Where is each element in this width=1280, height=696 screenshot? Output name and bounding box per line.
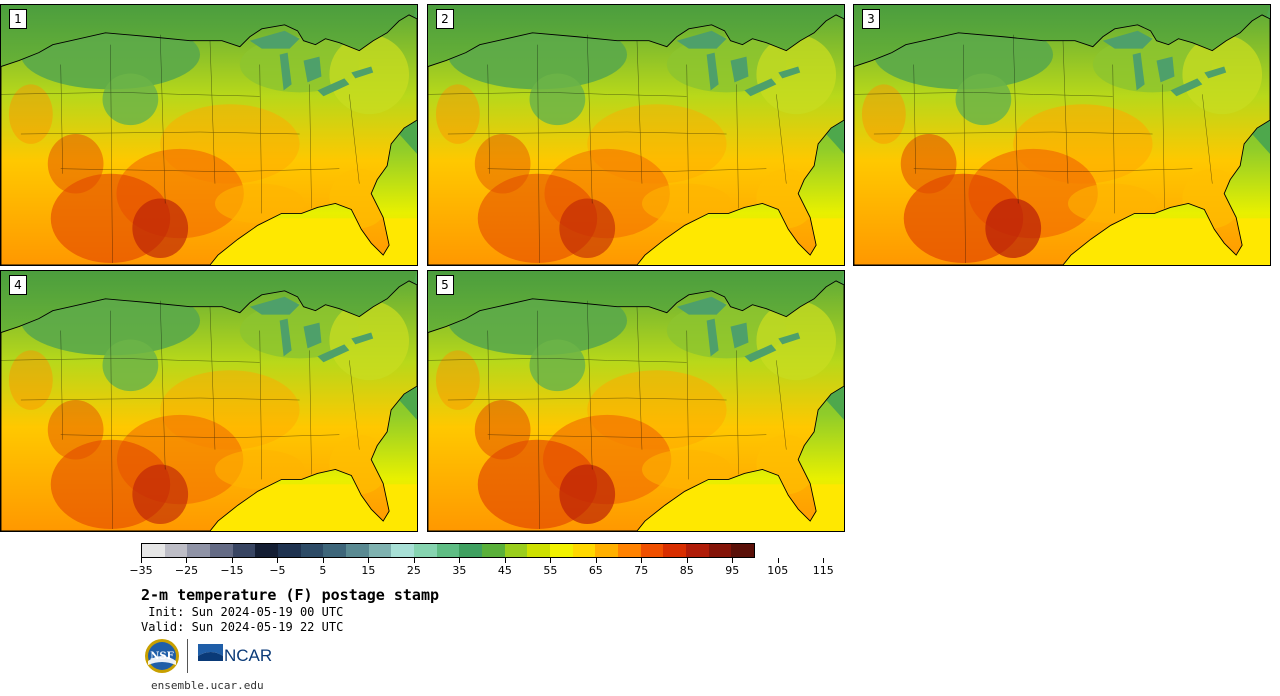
colorbar-tick-label: 95 <box>725 564 740 577</box>
colorbar-bin <box>391 544 415 557</box>
member-number-label: 1 <box>9 9 27 29</box>
coastline <box>1 280 417 531</box>
colorbar-tick-label: −25 <box>174 564 199 577</box>
colorbar-bin <box>346 544 369 557</box>
colorbar-tick <box>413 558 415 563</box>
colorbar-bin <box>708 544 732 557</box>
colorbar-bin <box>278 544 301 557</box>
member-panel-4[interactable]: 4 <box>0 270 418 532</box>
svg-text:NSF: NSF <box>150 651 173 662</box>
coastline <box>428 14 844 265</box>
colorbar-tick-label: 85 <box>679 564 694 577</box>
plot-title: 2-m temperature (F) postage stamp <box>141 586 440 604</box>
colorbar-bin <box>414 544 437 557</box>
colorbar-bin <box>210 544 233 557</box>
colorbar-tick <box>231 558 233 563</box>
coastline <box>854 14 1270 265</box>
member-panel-3[interactable]: 3 <box>853 4 1271 266</box>
colorbar-bin <box>368 544 392 557</box>
colorbar-tick <box>777 558 779 563</box>
temperature-map <box>428 5 844 265</box>
state-boundaries <box>428 300 787 530</box>
init-time: Init: Sun 2024-05-19 00 UTC <box>141 605 344 619</box>
member-number-label: 4 <box>9 275 27 295</box>
colorbar-bin <box>187 544 211 557</box>
nsf-logo-icon: NSF <box>145 639 179 673</box>
temperature-colorbar <box>141 543 755 558</box>
temperature-map <box>1 5 417 265</box>
colorbar-tick-label: 15 <box>361 564 376 577</box>
colorbar-bin <box>164 544 188 557</box>
colorbar-bin <box>300 544 324 557</box>
colorbar-tick-label: −35 <box>129 564 153 577</box>
colorbar-tick-label: 115 <box>812 564 834 577</box>
valid-time: Valid: Sun 2024-05-19 22 UTC <box>141 620 344 634</box>
temperature-map <box>1 271 417 531</box>
colorbar-bin <box>731 544 755 557</box>
member-number-label: 2 <box>436 9 454 29</box>
state-boundaries <box>854 34 1213 264</box>
colorbar-tick-label: 35 <box>452 564 467 577</box>
member-panel-5[interactable]: 5 <box>427 270 845 532</box>
colorbar-tick-label: 5 <box>319 564 327 577</box>
colorbar-bin <box>550 544 573 557</box>
coastline <box>1 14 417 265</box>
colorbar-tick-label: 75 <box>634 564 649 577</box>
colorbar-tick <box>322 558 324 563</box>
colorbar-tick <box>595 558 597 563</box>
colorbar-bin <box>436 544 460 557</box>
colorbar-tick-label: −5 <box>269 564 286 577</box>
colorbar-tick <box>550 558 552 563</box>
ncar-logo-icon: NCAR <box>198 644 272 665</box>
colorbar-tick-label: 65 <box>588 564 603 577</box>
coastline <box>428 280 844 531</box>
colorbar-tick <box>186 558 188 563</box>
colorbar-bin <box>572 544 596 557</box>
temperature-map <box>854 5 1270 265</box>
colorbar-tick <box>459 558 461 563</box>
temperature-map <box>428 271 844 531</box>
colorbar-bin <box>459 544 483 557</box>
colorbar-bin <box>323 544 347 557</box>
colorbar-ticks: −35 −25 −15 −5 5 15 25 35 45 55 65 75 85 95 105 115 <box>129 558 834 580</box>
colorbar-bin <box>482 544 505 557</box>
land-temperature <box>1 14 417 265</box>
colorbar-bin <box>640 544 664 557</box>
member-number-label: 5 <box>436 275 454 295</box>
state-boundaries <box>1 34 360 264</box>
colorbar-tick <box>141 558 142 563</box>
website-link[interactable]: ensemble.ucar.edu <box>151 679 264 692</box>
colorbar-tick-label: 45 <box>497 564 512 577</box>
colorbar-bin <box>618 544 641 557</box>
colorbar-tick <box>641 558 643 563</box>
member-number-label: 3 <box>862 9 880 29</box>
colorbar-tick <box>368 558 370 563</box>
colorbar-tick-label: 105 <box>767 564 789 577</box>
colorbar-bin <box>663 544 687 557</box>
svg-text:NCAR: NCAR <box>224 646 272 665</box>
colorbar-bin <box>527 544 551 557</box>
member-panel-2[interactable]: 2 <box>427 4 845 266</box>
logos: NSF NCAR <box>143 637 283 675</box>
member-panel-1[interactable]: 1 <box>0 4 418 266</box>
colorbar-bin <box>255 544 279 557</box>
colorbar-tick <box>686 558 688 563</box>
colorbar-tick-label: −15 <box>220 564 244 577</box>
colorbar-tick <box>732 558 734 563</box>
colorbar-tick <box>504 558 506 563</box>
state-boundaries <box>428 34 787 264</box>
colorbar-bin <box>504 544 528 557</box>
colorbar-tick-label: 25 <box>406 564 421 577</box>
state-boundaries <box>1 300 360 530</box>
colorbar-tick-label: 55 <box>543 564 558 577</box>
colorbar-bin <box>232 544 256 557</box>
colorbar-bin <box>595 544 619 557</box>
colorbar-bin <box>686 544 709 557</box>
colorbar-tick <box>823 558 825 563</box>
colorbar-tick <box>277 558 279 563</box>
colorbar-bin <box>142 544 165 557</box>
